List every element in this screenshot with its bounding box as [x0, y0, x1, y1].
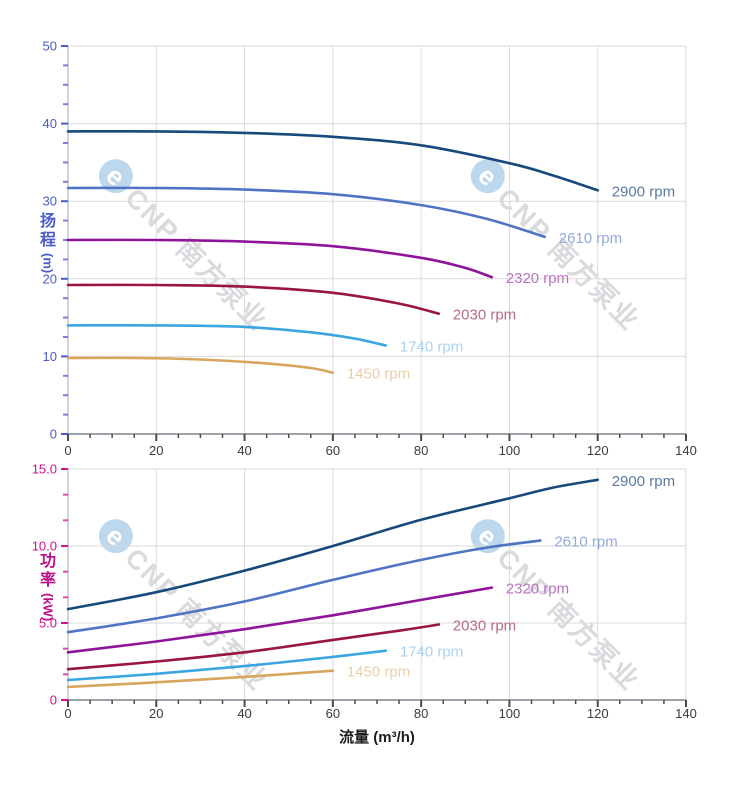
curve-2900-rpm — [66, 129, 599, 192]
curve-label-2030-rpm: 2030 rpm — [453, 307, 516, 324]
head-axis-unit: (m) — [40, 253, 56, 274]
curve-2610-rpm — [66, 539, 542, 634]
x-tick-label: 0 — [64, 706, 71, 721]
x-tick-label: 100 — [499, 443, 521, 458]
x-tick-label: 120 — [587, 443, 609, 458]
curve-1740-rpm — [66, 649, 388, 682]
head-flow-chart: 0 10 20 30 40 50 0 20 40 60 80 100 120 140 2900 rpm 261… — [43, 39, 697, 459]
curve-1450-rpm — [66, 356, 335, 374]
x-tick-label: 20 — [149, 443, 163, 458]
x-tick-label: 0 — [64, 443, 71, 458]
curve-2610-rpm — [66, 186, 546, 239]
flow-axis-title: 流量 (m³/h) — [339, 729, 415, 746]
power-axis-title-text: 功率 — [39, 553, 56, 589]
curve-label-2030-rpm: 2030 rpm — [453, 618, 516, 635]
curve-label-1740-rpm: 1740 rpm — [400, 644, 463, 661]
y-tick-label: 15.0 — [32, 462, 57, 477]
power-axis-title: 功率 (kW) — [28, 552, 68, 621]
curve-2900-rpm — [66, 478, 599, 611]
x-tick-label: 140 — [675, 443, 697, 458]
curve-label-2320-rpm: 2320 rpm — [506, 581, 569, 598]
curve-1740-rpm — [66, 323, 388, 347]
x-tick-label: 20 — [149, 706, 163, 721]
curve-2030-rpm — [66, 623, 441, 671]
x-tick-label: 120 — [587, 706, 609, 721]
y-tick-label: 0 — [50, 693, 57, 708]
y-tick-label: 50 — [43, 39, 57, 54]
y-tick-label: 10 — [43, 349, 57, 364]
x-tick-label: 100 — [499, 706, 521, 721]
curve-label-2900-rpm: 2900 rpm — [612, 183, 675, 200]
x-tick-label: 140 — [675, 706, 697, 721]
x-tick-label: 40 — [237, 443, 251, 458]
x-tick-label: 80 — [414, 443, 428, 458]
x-tick-label: 60 — [326, 443, 340, 458]
curve-label-1450-rpm: 1450 rpm — [347, 366, 410, 383]
head-axis-title-text: 扬程 — [39, 213, 56, 249]
y-tick-label: 5.0 — [39, 616, 57, 631]
curve-label-1450-rpm: 1450 rpm — [347, 664, 410, 681]
curve-1450-rpm — [66, 669, 335, 689]
curve-2320-rpm — [66, 586, 494, 654]
y-tick-label: 0 — [50, 427, 57, 442]
curve-2320-rpm — [66, 238, 494, 279]
curve-label-1740-rpm: 1740 rpm — [400, 339, 463, 356]
power-flow-chart: 0 5.0 10.0 15.0 0 20 40 60 80 100 120 140 2900 rpm 26… — [32, 462, 697, 722]
y-tick-label: 20 — [43, 271, 57, 286]
x-tick-label: 60 — [326, 706, 340, 721]
x-tick-label: 40 — [237, 706, 251, 721]
y-tick-label: 30 — [43, 194, 57, 209]
curve-2030-rpm — [66, 283, 441, 315]
y-tick-label: 10.0 — [32, 539, 57, 554]
curve-label-2900-rpm: 2900 rpm — [612, 473, 675, 490]
curve-label-2610-rpm: 2610 rpm — [554, 534, 617, 551]
curve-label-2320-rpm: 2320 rpm — [506, 270, 569, 287]
power-axis-unit: (kW) — [40, 593, 56, 622]
head-axis-title: 扬程 (m) — [28, 212, 68, 273]
x-tick-label: 80 — [414, 706, 428, 721]
curve-label-2610-rpm: 2610 rpm — [559, 230, 622, 247]
y-tick-label: 40 — [43, 116, 57, 131]
